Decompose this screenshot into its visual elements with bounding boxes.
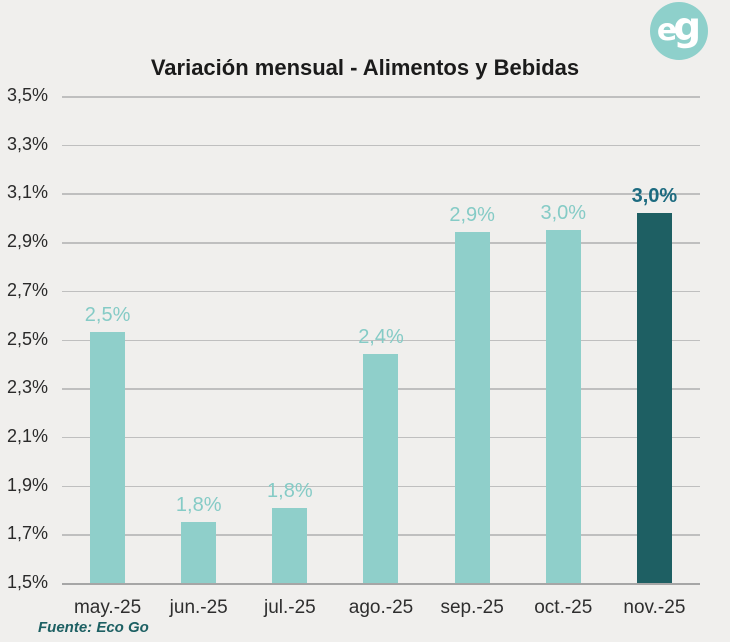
bar-nov.-25 [636, 212, 672, 583]
x-tick-label: ago.-25 [348, 597, 414, 618]
y-tick-label: 2,9% [6, 231, 48, 252]
bar-slot: 1,8% [244, 96, 335, 583]
gridline [62, 242, 700, 244]
gridline [62, 193, 700, 195]
bar-value-label: 2,4% [358, 326, 404, 349]
bar-slot: 3,0% [518, 96, 609, 583]
x-tick-label: oct.-25 [534, 597, 593, 618]
y-tick-label: 2,5% [6, 328, 48, 349]
plot-area: 2,5% 1,8% 1,8% 2,4% 2,9% 3,0% 3,0% [62, 96, 700, 585]
y-tick-label: 1,5% [6, 572, 48, 593]
bar-oct.-25 [545, 229, 581, 583]
bar-ago.-25 [363, 354, 399, 583]
y-tick-label: 2,7% [6, 279, 48, 300]
x-tick-label: jun.-25 [169, 597, 228, 618]
ecogo-logo: e g [650, 2, 708, 60]
x-tick-label: nov.-25 [623, 597, 686, 618]
bar-sep.-25 [454, 232, 490, 583]
gridline [62, 96, 700, 98]
bar-value-label: 3,0% [540, 201, 587, 224]
y-tick-label: 3,5% [6, 85, 48, 106]
y-axis: 3,5% 3,3% 3,1% 2,9% 2,7% 2,5% 2,3% 2,1% 1,9% 1,7%… [0, 85, 48, 592]
gridline [62, 144, 700, 147]
source-note: Fuente: Eco Go [38, 619, 149, 636]
bar-jul.-25 [272, 507, 308, 583]
bar-slot: 2,5% [62, 96, 153, 583]
x-tick-label: may.-25 [73, 597, 142, 618]
bar-jun.-25 [181, 522, 217, 583]
chart-title: Variación mensual - Alimentos y Bebidas [150, 55, 580, 80]
logo-letter-g: g [673, 5, 702, 50]
bar-value-label: 2,9% [449, 204, 495, 227]
x-axis: may.-25 jun.-25 jul.-25 ago.-25 sep.-25 oct.-… [62, 597, 700, 619]
bar-value-label: 1,8% [267, 479, 313, 502]
y-tick-label: 3,1% [6, 182, 48, 203]
bar-value-label: 2,5% [84, 304, 131, 327]
gridline [62, 339, 700, 341]
y-tick-label: 1,9% [6, 474, 48, 495]
y-tick-label: 2,1% [6, 425, 48, 446]
gridline [62, 290, 700, 293]
bars-row: 2,5% 1,8% 1,8% 2,4% 2,9% 3,0% 3,0% [62, 96, 700, 583]
logo-letter-e: e [656, 13, 678, 48]
bar-slot: 2,9% [427, 96, 518, 583]
bar-value-label: 1,8% [175, 494, 222, 517]
bar-may.-25 [90, 332, 126, 583]
bar-slot: 2,4% [335, 96, 426, 583]
bar-value-label: 3,0% [631, 184, 678, 207]
bar-slot: 1,8% [153, 96, 244, 583]
y-tick-label: 3,3% [6, 133, 48, 154]
bar-slot: 3,0% [609, 96, 700, 583]
y-tick-label: 2,3% [6, 377, 48, 398]
y-tick-label: 1,7% [6, 523, 48, 544]
x-tick-label: sep.-25 [440, 597, 504, 618]
x-tick-label: jul.-25 [263, 597, 316, 618]
